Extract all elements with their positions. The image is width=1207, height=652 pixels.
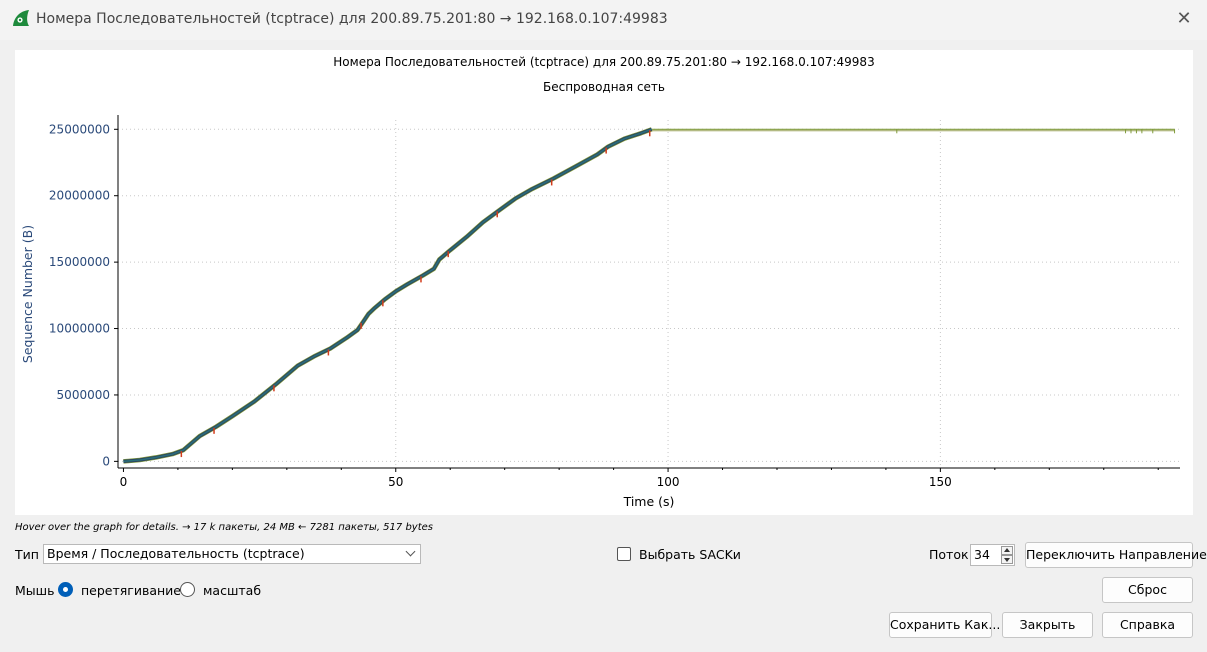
graph-type-select[interactable]: Время / Последовательность (tcptrace) — [43, 544, 421, 564]
zoom-radio[interactable] — [180, 582, 195, 597]
y-tick-label: 25000000 — [49, 122, 110, 136]
zoom-label[interactable]: масштаб — [203, 583, 262, 598]
reset-button[interactable]: Сброс — [1102, 577, 1193, 603]
save-as-button[interactable]: Сохранить Как... — [889, 612, 1000, 638]
close-button[interactable]: Закрыть — [1002, 612, 1093, 638]
close-icon[interactable]: ✕ — [1176, 8, 1192, 29]
sequence-graph[interactable]: 0 50 100 150 0 5000000 10000000 15000000 2000000… — [15, 50, 1193, 515]
spin-up-icon[interactable] — [1001, 546, 1013, 555]
x-tick-label: 150 — [929, 475, 952, 489]
select-sacks-checkbox[interactable] — [617, 547, 631, 561]
stream-label: Поток — [929, 547, 969, 562]
window-band — [123, 127, 653, 464]
y-axis-label: Sequence Number (B) — [20, 225, 35, 363]
y-tick-label: 15000000 — [49, 255, 110, 269]
sequence-line-inner — [123, 128, 652, 463]
x-tick-label: 50 — [388, 475, 403, 489]
plot-subtitle: Беспроводная сеть — [542, 80, 665, 94]
type-label: Тип — [15, 547, 39, 562]
switch-direction-button[interactable]: Переключить Направление — [1025, 542, 1207, 568]
window-title: Номера Последовательностей (tcptrace) дл… — [36, 11, 668, 27]
select-sacks-label[interactable]: Выбрать SACKи — [639, 547, 741, 562]
hover-hint: Hover over the graph for details. → 17 k… — [15, 522, 433, 533]
y-tick-label: 10000000 — [49, 322, 110, 336]
graph-type-value: Время / Последовательность (tcptrace) — [47, 546, 305, 561]
drag-label[interactable]: перетягивание — [81, 583, 181, 598]
wireshark-fin-icon — [13, 10, 29, 26]
x-axis-label: Time (s) — [623, 494, 675, 509]
y-tick-label: 5000000 — [57, 388, 110, 402]
help-button[interactable]: Справка — [1102, 612, 1193, 638]
x-tick-label: 0 — [120, 475, 128, 489]
stream-spinbox[interactable]: 34 — [970, 544, 1015, 566]
spin-down-icon[interactable] — [1001, 555, 1013, 564]
plot-panel[interactable]: 0 50 100 150 0 5000000 10000000 15000000 2000000… — [15, 50, 1193, 515]
stream-value: 34 — [974, 547, 990, 562]
plot-title: Номера Последовательностей (tcptrace) дл… — [333, 55, 875, 69]
mouse-label: Мышь — [15, 583, 55, 598]
title-bar: Номера Последовательностей (tcptrace) дл… — [0, 0, 1207, 40]
y-tick-label: 20000000 — [49, 189, 110, 203]
chevron-down-icon — [405, 546, 416, 557]
y-tick-label: 0 — [102, 454, 110, 468]
drag-radio[interactable] — [58, 582, 73, 597]
x-tick-label: 100 — [657, 475, 680, 489]
